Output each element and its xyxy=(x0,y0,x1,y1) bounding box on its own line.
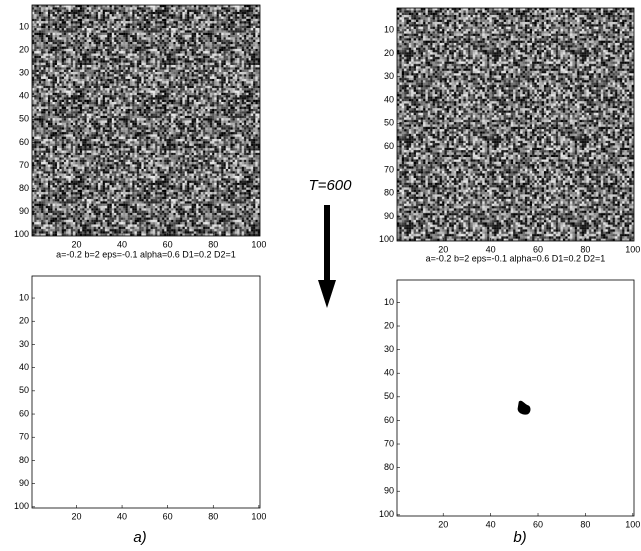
y-tick-label: 80 xyxy=(384,188,394,198)
y-tick-label: 30 xyxy=(384,71,394,81)
y-tick-label: 10 xyxy=(19,21,29,31)
x-tick-label: 20 xyxy=(71,239,81,249)
y-tick-label: 10 xyxy=(384,297,394,307)
y-tick-label: 90 xyxy=(384,211,394,221)
y-tick-label: 60 xyxy=(384,415,394,425)
y-tick-label: 20 xyxy=(19,316,29,326)
y-tick-label: 50 xyxy=(384,118,394,128)
y-tick-label: 10 xyxy=(19,292,29,302)
x-tick-label: 20 xyxy=(71,511,81,521)
x-tick-label: 60 xyxy=(533,519,543,529)
y-tick-label: 50 xyxy=(384,391,394,401)
y-tick-label: 20 xyxy=(384,48,394,58)
blob xyxy=(517,400,531,415)
y-tick-label: 70 xyxy=(384,164,394,174)
image-area xyxy=(396,7,635,242)
x-tick-label: 100 xyxy=(251,511,266,521)
x-tick-label: 60 xyxy=(163,511,173,521)
y-tick-label: 70 xyxy=(19,432,29,442)
y-tick-label: 100 xyxy=(379,234,394,244)
arrow-head xyxy=(318,280,336,308)
y-tick-label: 90 xyxy=(19,478,29,488)
y-tick-label: 20 xyxy=(384,320,394,330)
y-tick-label: 30 xyxy=(19,339,29,349)
x-tick-label: 80 xyxy=(208,239,218,249)
x-tick-label: 40 xyxy=(117,511,127,521)
x-tick-label: 40 xyxy=(486,519,496,529)
y-tick-label: 30 xyxy=(19,68,29,78)
x-tick-label: 20 xyxy=(438,244,448,254)
x-tick-label: 80 xyxy=(580,244,590,254)
y-tick-label: 60 xyxy=(384,141,394,151)
y-tick-label: 80 xyxy=(19,455,29,465)
y-tick-label: 30 xyxy=(384,344,394,354)
y-tick-label: 60 xyxy=(19,137,29,147)
x-tick-label: 60 xyxy=(533,244,543,254)
y-tick-label: 50 xyxy=(19,114,29,124)
y-tick-label: 40 xyxy=(384,368,394,378)
image-area xyxy=(31,4,261,237)
x-tick-label: 60 xyxy=(163,239,173,249)
x-tick-label: 100 xyxy=(625,244,640,254)
y-tick-label: 80 xyxy=(19,183,29,193)
y-tick-label: 20 xyxy=(19,44,29,54)
image-area xyxy=(31,275,261,509)
image-area xyxy=(396,279,635,517)
x-tick-label: 20 xyxy=(438,519,448,529)
plot-title: a=-0.2 b=2 eps=-0.1 alpha=0.6 D1=0.2 D2=… xyxy=(426,253,606,263)
y-tick-label: 90 xyxy=(19,206,29,216)
y-tick-label: 100 xyxy=(14,501,29,511)
y-tick-label: 100 xyxy=(14,229,29,239)
x-tick-label: 80 xyxy=(208,511,218,521)
y-tick-label: 40 xyxy=(19,91,29,101)
y-tick-label: 80 xyxy=(384,462,394,472)
y-tick-label: 60 xyxy=(19,408,29,418)
y-tick-label: 70 xyxy=(19,160,29,170)
x-tick-label: 80 xyxy=(580,519,590,529)
y-tick-label: 10 xyxy=(384,25,394,35)
y-tick-label: 40 xyxy=(19,362,29,372)
x-tick-label: 100 xyxy=(251,239,266,249)
y-tick-label: 50 xyxy=(19,385,29,395)
y-tick-label: 100 xyxy=(379,509,394,519)
plot-title: a=-0.2 b=2 eps=-0.1 alpha=0.6 D1=0.2 D2=… xyxy=(56,249,236,259)
x-tick-label: 40 xyxy=(486,244,496,254)
annotation: T=600 xyxy=(309,177,353,194)
panel-label: b) xyxy=(513,529,526,546)
y-tick-label: 90 xyxy=(384,486,394,496)
x-tick-label: 100 xyxy=(625,519,640,529)
y-tick-label: 70 xyxy=(384,438,394,448)
y-tick-label: 40 xyxy=(384,94,394,104)
panel-label: a) xyxy=(133,529,146,546)
x-tick-label: 40 xyxy=(117,239,127,249)
